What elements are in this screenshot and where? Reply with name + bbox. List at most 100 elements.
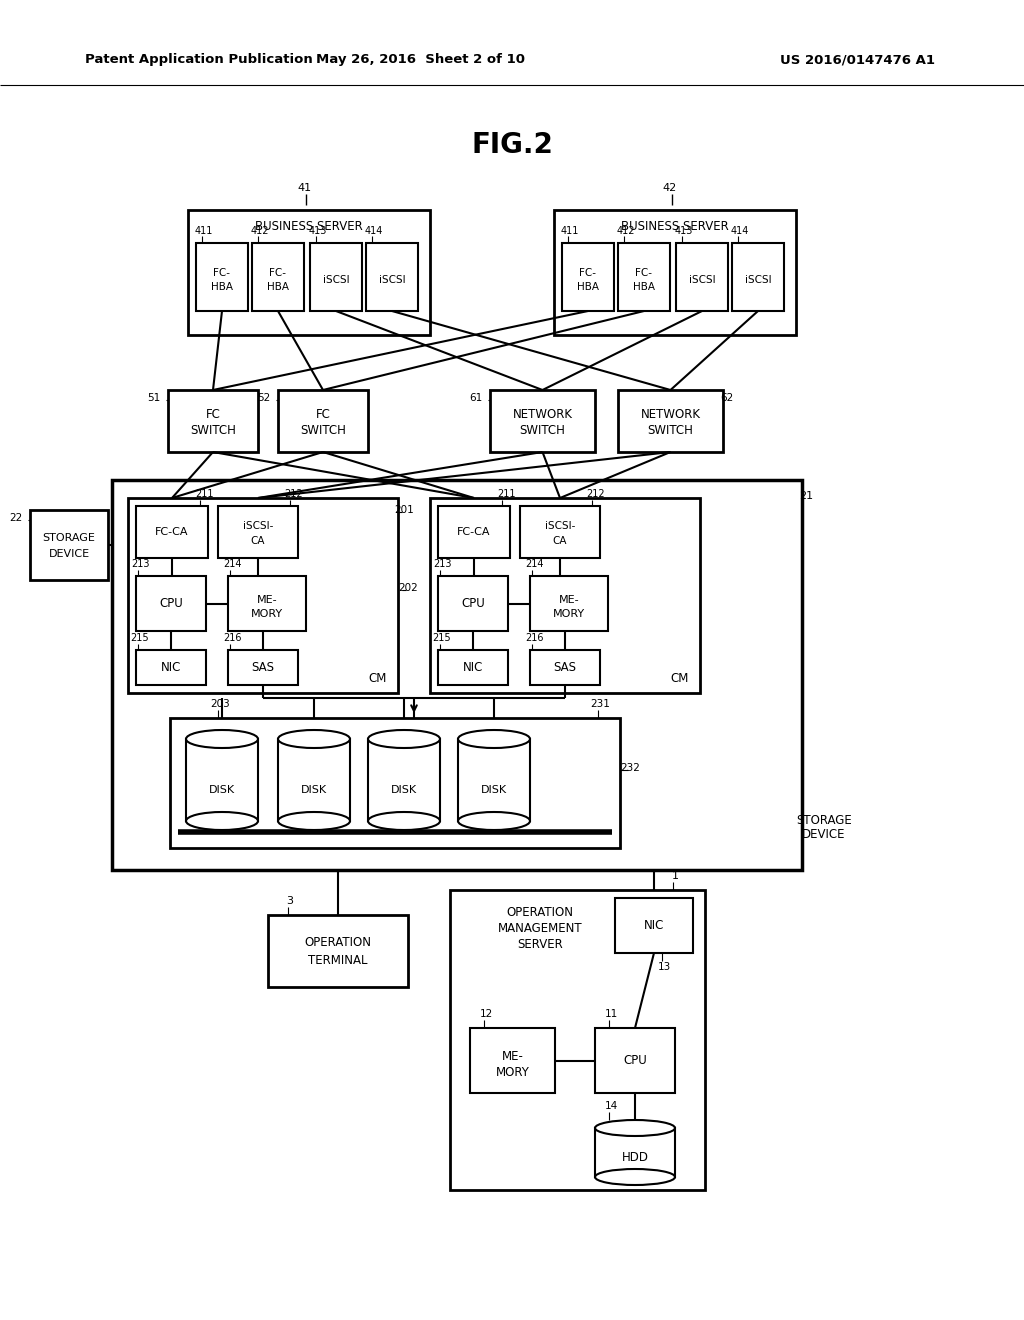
Text: iSCSI: iSCSI [379, 275, 406, 285]
Bar [128, 498, 398, 693]
Text: MORY: MORY [496, 1065, 529, 1078]
Text: iSCSI-: iSCSI- [545, 521, 575, 531]
Text: SWITCH: SWITCH [519, 424, 565, 437]
Text: DISK: DISK [481, 785, 507, 795]
Text: HDD: HDD [622, 1151, 648, 1164]
Text: ME-: ME- [257, 595, 278, 605]
Text: STORAGE: STORAGE [43, 533, 95, 543]
Text: 201: 201 [394, 506, 414, 515]
Bar [188, 210, 430, 335]
Text: STORAGE: STORAGE [796, 813, 852, 826]
Text: 14: 14 [604, 1101, 617, 1111]
Text: 213: 213 [433, 558, 452, 569]
Bar [618, 389, 723, 451]
Text: 214: 214 [223, 558, 242, 569]
Text: FC: FC [206, 408, 220, 421]
Text: NIC: NIC [644, 919, 665, 932]
Text: US 2016/0147476 A1: US 2016/0147476 A1 [780, 54, 935, 66]
Bar [168, 389, 258, 451]
Text: HBA: HBA [267, 282, 289, 292]
Bar [278, 389, 368, 451]
Ellipse shape [278, 812, 350, 830]
Text: iSCSI-: iSCSI- [243, 521, 273, 531]
Bar [228, 649, 298, 685]
Text: 202: 202 [398, 583, 418, 593]
Text: CPU: CPU [624, 1053, 647, 1067]
Text: 414: 414 [365, 226, 383, 236]
Text: 214: 214 [524, 558, 544, 569]
Text: BUSINESS SERVER: BUSINESS SERVER [622, 219, 729, 232]
Bar [366, 243, 418, 312]
Text: FC-: FC- [269, 268, 287, 279]
Bar [252, 243, 304, 312]
Text: CM: CM [369, 672, 387, 685]
Text: 212: 212 [285, 488, 303, 499]
Text: 213: 213 [131, 558, 150, 569]
Text: iSCSI: iSCSI [323, 275, 349, 285]
Bar [310, 243, 362, 312]
Ellipse shape [186, 812, 258, 830]
Text: 411: 411 [195, 226, 213, 236]
Text: NIC: NIC [161, 661, 181, 675]
Text: 413: 413 [675, 226, 693, 236]
Ellipse shape [458, 730, 530, 748]
Text: 51: 51 [147, 393, 161, 403]
Bar [458, 739, 530, 821]
Text: ME-: ME- [559, 595, 580, 605]
Text: NETWORK: NETWORK [640, 408, 700, 421]
Bar [595, 1028, 675, 1093]
Bar [595, 1129, 675, 1177]
Text: 215: 215 [131, 634, 150, 643]
Text: HBA: HBA [211, 282, 233, 292]
Text: BUSINESS SERVER: BUSINESS SERVER [255, 219, 362, 232]
Text: ME-: ME- [502, 1049, 523, 1063]
Text: HBA: HBA [577, 282, 599, 292]
Ellipse shape [278, 730, 350, 748]
Text: SAS: SAS [252, 661, 274, 675]
Text: SERVER: SERVER [517, 937, 563, 950]
Text: iSCSI: iSCSI [744, 275, 771, 285]
Text: 1: 1 [672, 871, 679, 880]
Text: 231: 231 [590, 700, 610, 709]
Text: 216: 216 [223, 634, 242, 643]
Text: FC-: FC- [636, 268, 652, 279]
Bar [470, 1028, 555, 1093]
Bar [228, 576, 306, 631]
Bar [368, 739, 440, 821]
Text: 61: 61 [469, 393, 482, 403]
Text: OPERATION: OPERATION [507, 906, 573, 919]
Text: 212: 212 [587, 488, 605, 499]
Text: Patent Application Publication: Patent Application Publication [85, 54, 312, 66]
Text: CPU: CPU [461, 597, 485, 610]
Bar [136, 649, 206, 685]
Ellipse shape [368, 812, 440, 830]
Text: 52: 52 [257, 393, 270, 403]
Text: iSCSI: iSCSI [689, 275, 716, 285]
Text: CA: CA [553, 536, 567, 546]
Text: DEVICE: DEVICE [48, 549, 89, 558]
Text: NIC: NIC [463, 661, 483, 675]
Text: 414: 414 [731, 226, 750, 236]
Bar [554, 210, 796, 335]
Text: SWITCH: SWITCH [647, 424, 693, 437]
Bar [618, 243, 670, 312]
Text: 412: 412 [616, 226, 635, 236]
Text: 211: 211 [497, 488, 515, 499]
Text: CM: CM [671, 672, 689, 685]
Text: FIG.2: FIG.2 [471, 131, 553, 158]
Text: FC: FC [315, 408, 331, 421]
Bar [112, 480, 802, 870]
Text: 13: 13 [657, 962, 671, 972]
Bar [520, 506, 600, 558]
Text: MANAGEMENT: MANAGEMENT [498, 921, 583, 935]
Text: 42: 42 [663, 183, 677, 193]
Text: 211: 211 [195, 488, 213, 499]
Text: 11: 11 [604, 1008, 617, 1019]
Text: 203: 203 [210, 700, 229, 709]
Bar [438, 506, 510, 558]
Text: 412: 412 [251, 226, 269, 236]
Text: May 26, 2016  Sheet 2 of 10: May 26, 2016 Sheet 2 of 10 [315, 54, 524, 66]
Text: 411: 411 [561, 226, 580, 236]
Text: DEVICE: DEVICE [802, 829, 846, 842]
Text: 62: 62 [720, 393, 733, 403]
